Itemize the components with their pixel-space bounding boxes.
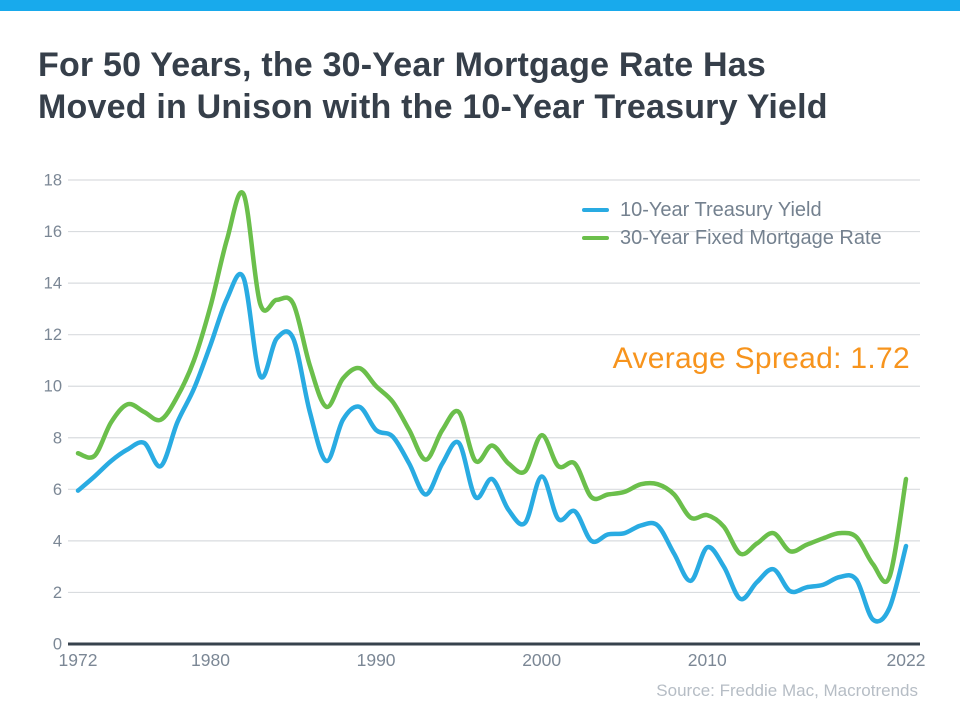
y-axis-tick-label: 8 [53, 429, 62, 447]
y-axis-tick-label: 6 [53, 481, 62, 499]
chart-title-line2: Moved in Unison with the 10-Year Treasur… [38, 88, 828, 126]
y-axis-tick-label: 18 [44, 172, 62, 190]
chart-legend: 10-Year Treasury Yield 30-Year Fixed Mor… [582, 196, 882, 252]
x-axis-tick-label: 1980 [191, 650, 230, 670]
y-axis-tick-label: 16 [44, 223, 62, 241]
chart-title: For 50 Years, the 30-Year Mortgage Rate … [38, 44, 928, 128]
y-axis-tick-label: 0 [53, 636, 62, 654]
legend-swatch [582, 208, 609, 212]
y-axis-tick-label: 4 [53, 532, 62, 550]
y-axis-tick-label: 12 [44, 326, 62, 344]
legend-label: 10-Year Treasury Yield [620, 198, 822, 221]
x-axis-tick-label: 2010 [688, 650, 727, 670]
legend-item-mortgage: 30-Year Fixed Mortgage Rate [582, 224, 882, 252]
legend-label: 30-Year Fixed Mortgage Rate [620, 226, 882, 249]
y-axis-tick-label: 10 [44, 378, 62, 396]
legend-item-treasury: 10-Year Treasury Yield [582, 196, 882, 224]
chart-title-line1: For 50 Years, the 30-Year Mortgage Rate … [38, 46, 766, 84]
average-spread-annotation: Average Spread: 1.72 [612, 342, 910, 375]
series-line-30-year-fixed-mortgage-rate [75, 190, 909, 585]
x-axis-tick-label: 1990 [357, 650, 396, 670]
source-credit: Source: Freddie Mac, Macrotrends [656, 681, 918, 700]
x-axis-tick-label: 1972 [59, 650, 98, 670]
y-axis-tick-label: 14 [44, 275, 62, 293]
x-axis-tick-label: 2000 [522, 650, 561, 670]
series-line-10-year-treasury-yield [75, 271, 909, 624]
x-axis-tick-label: 2022 [887, 650, 926, 670]
legend-swatch [582, 236, 609, 240]
top-accent-bar [0, 0, 960, 11]
y-axis-tick-label: 2 [53, 584, 62, 602]
